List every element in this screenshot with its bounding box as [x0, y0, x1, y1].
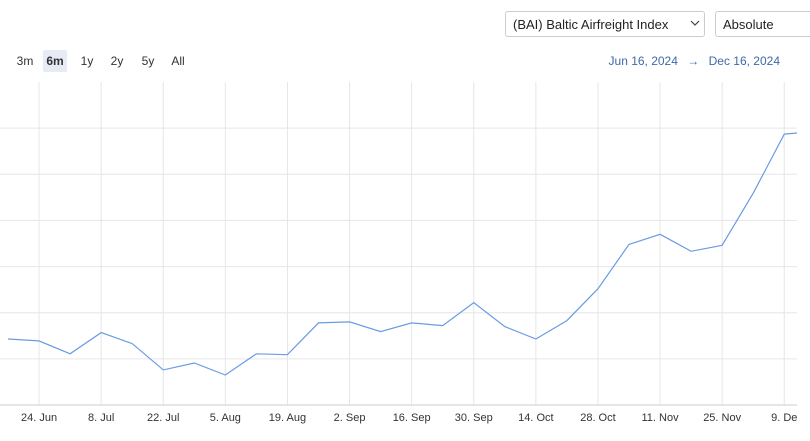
range-button[interactable]: All [171, 54, 185, 68]
x-tick-label: 22. Jul [147, 412, 179, 424]
range-button[interactable]: 2y [110, 54, 124, 68]
chevron [690, 20, 700, 26]
x-tick-label: 25. Nov [703, 412, 741, 424]
x-tick-label: 2. Sep [334, 412, 366, 424]
x-tick-label: 30. Sep [455, 412, 493, 424]
range-button[interactable]: 3m [16, 54, 34, 68]
index-select[interactable]: (BAI) Baltic Airfreight Index [505, 11, 705, 37]
x-tick-label: 28. Oct [580, 412, 615, 424]
date-range: Jun 16, 2024 → Dec 16, 2024 [609, 54, 780, 68]
x-tick-label: 9. De [771, 412, 797, 424]
date-to[interactable]: Dec 16, 2024 [708, 54, 780, 68]
x-tick-label: 5. Aug [210, 412, 241, 424]
x-tick-label: 19. Aug [269, 412, 306, 424]
mode-select[interactable]: Absolute [715, 11, 810, 37]
x-tick-label: 16. Sep [393, 412, 431, 424]
range-button[interactable]: 5y [141, 54, 155, 68]
x-tick-label: 24. Jun [21, 412, 57, 424]
date-from[interactable]: Jun 16, 2024 [608, 54, 678, 68]
range-button[interactable]: 6m [43, 50, 67, 72]
date-arrow: → [687, 54, 700, 68]
range-button[interactable]: 1y [80, 54, 94, 68]
x-tick-label: 8. Jul [88, 412, 114, 424]
x-tick-label: 14. Oct [518, 412, 553, 424]
line [7, 132, 797, 376]
x-tick-label: 11. Nov [642, 412, 680, 424]
